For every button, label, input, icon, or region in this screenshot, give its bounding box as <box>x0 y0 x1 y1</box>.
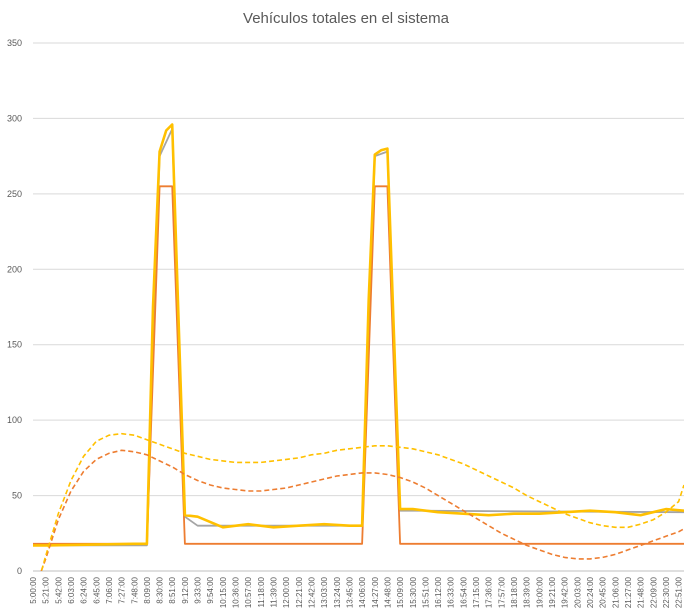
x-tick-label: 14:48:00 <box>383 576 392 608</box>
x-tick-label: 11:39:00 <box>270 576 279 607</box>
x-tick-label: 9:54:00 <box>206 576 215 603</box>
y-tick-label: 150 <box>7 340 22 350</box>
x-tick-label: 21:27:00 <box>624 576 633 608</box>
x-tick-label: 12:21:00 <box>295 576 304 608</box>
x-tick-label: 9:12:00 <box>181 576 190 603</box>
series-lines <box>33 123 684 571</box>
x-tick-label: 12:42:00 <box>308 576 317 608</box>
y-tick-label: 250 <box>7 189 22 199</box>
x-tick-label: 18:39:00 <box>523 576 532 608</box>
x-tick-label: 16:33:00 <box>447 576 456 608</box>
x-tick-label: 7:27:00 <box>118 576 127 603</box>
x-tick-label: 21:48:00 <box>637 576 646 608</box>
x-tick-label: 13:45:00 <box>346 576 355 608</box>
y-tick-label: 0 <box>17 566 22 576</box>
y-tick-label: 50 <box>12 491 22 501</box>
x-tick-label: 6:45:00 <box>92 576 101 603</box>
x-tick-label: 17:57:00 <box>497 576 506 608</box>
trendline-series <box>40 432 684 571</box>
x-tick-label: 13:24:00 <box>333 576 342 608</box>
x-tick-label: 19:42:00 <box>561 576 570 608</box>
x-tick-label: 20:24:00 <box>586 576 595 608</box>
x-tick-label: 15:51:00 <box>421 576 430 608</box>
x-tick-label: 8:30:00 <box>156 576 165 603</box>
x-tick-label: 22:30:00 <box>662 576 671 608</box>
x-tick-label: 17:36:00 <box>485 576 494 608</box>
gridlines <box>33 42 684 572</box>
y-tick-label: 200 <box>7 264 22 274</box>
data-series <box>33 185 684 545</box>
x-tick-label: 12:00:00 <box>282 576 291 608</box>
x-tick-label: 19:21:00 <box>548 576 557 608</box>
x-tick-label: 5:42:00 <box>54 576 63 603</box>
x-tick-label: 16:54:00 <box>459 576 468 608</box>
y-tick-label: 300 <box>7 113 22 123</box>
x-tick-label: 11:18:00 <box>257 576 266 607</box>
x-tick-label: 18:18:00 <box>510 576 519 608</box>
x-tick-label: 7:48:00 <box>130 576 139 603</box>
x-tick-label: 15:09:00 <box>396 576 405 608</box>
x-tick-label: 14:06:00 <box>358 576 367 608</box>
x-tick-label: 17:15:00 <box>472 576 481 608</box>
x-tick-label: 20:03:00 <box>573 576 582 608</box>
x-tick-label: 19:00:00 <box>535 576 544 608</box>
x-tick-label: 20:45:00 <box>599 576 608 608</box>
x-tick-label: 8:09:00 <box>143 576 152 603</box>
x-tick-label: 6:03:00 <box>67 576 76 603</box>
x-tick-label: 13:03:00 <box>320 576 329 608</box>
data-series <box>33 123 684 547</box>
y-axis-tick-labels: 0 50 100 150 200 250 300 350 <box>7 38 22 576</box>
y-tick-label: 100 <box>7 415 22 425</box>
data-series <box>33 128 684 547</box>
x-tick-label: 5:21:00 <box>42 576 51 603</box>
x-tick-label: 14:27:00 <box>371 576 380 608</box>
x-tick-label: 9:33:00 <box>194 576 203 603</box>
x-tick-label: 10:36:00 <box>232 576 241 608</box>
x-axis-tick-labels: 5:00:00 5:21:00 5:42:00 6:03:00 6:24:00 6:45:… <box>29 576 684 608</box>
x-tick-label: 22:09:00 <box>649 576 658 608</box>
trendline-series <box>40 449 684 571</box>
x-tick-label: 22:51:00 <box>675 576 684 608</box>
x-tick-label: 8:51:00 <box>168 576 177 603</box>
x-tick-label: 21:06:00 <box>611 576 620 608</box>
x-tick-label: 15:30:00 <box>409 576 418 608</box>
chart-title: Vehículos totales en el sistema <box>243 10 450 27</box>
x-tick-label: 10:15:00 <box>219 576 228 608</box>
x-tick-label: 5:00:00 <box>29 576 38 603</box>
x-tick-label: 6:24:00 <box>80 576 89 603</box>
x-tick-label: 16:12:00 <box>434 576 443 608</box>
y-tick-label: 350 <box>7 38 22 48</box>
x-tick-label: 10:57:00 <box>244 576 253 608</box>
x-tick-label: 7:06:00 <box>105 576 114 603</box>
